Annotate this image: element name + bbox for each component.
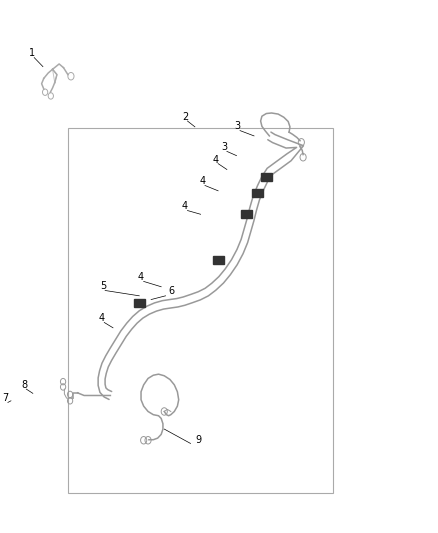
Text: 4: 4 [199,176,205,186]
Text: 2: 2 [182,112,188,122]
Text: 6: 6 [169,286,175,296]
Bar [241,210,252,219]
Text: 3: 3 [221,142,227,152]
Text: 4: 4 [212,155,219,165]
Text: 1: 1 [28,48,35,58]
Text: 4: 4 [99,313,105,323]
Bar [213,256,223,264]
Bar [134,298,145,307]
Bar [68,128,333,493]
Text: 7: 7 [2,393,8,403]
Bar [252,189,263,197]
Text: 9: 9 [195,435,201,446]
Bar [261,173,272,181]
Text: 3: 3 [234,121,240,131]
Text: 4: 4 [182,201,188,211]
Text: 5: 5 [100,281,106,291]
Text: 4: 4 [138,272,144,282]
Text: 8: 8 [21,380,27,390]
